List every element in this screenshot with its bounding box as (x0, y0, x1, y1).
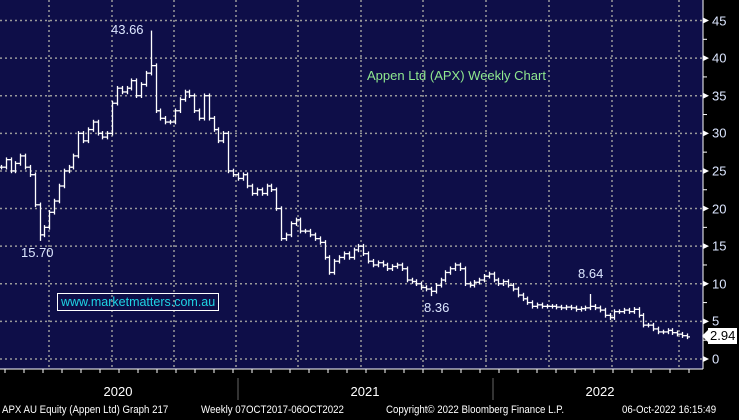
y-axis (0, 0, 709, 373)
tick-arrow (703, 17, 709, 24)
tick-arrow (703, 130, 709, 137)
footer-copyright: Copyright© 2022 Bloomberg Finance L.P. (386, 404, 565, 416)
annotation-low: 15.70 (21, 245, 54, 260)
tick-arrow (703, 55, 709, 62)
y-tick-label: 10 (712, 276, 727, 292)
footer-range: Weekly 07OCT2017-06OCT2022 (201, 404, 344, 416)
annotation-high: 8.64 (578, 266, 604, 281)
y-tick-label: 15 (712, 238, 727, 254)
tick-arrow (703, 318, 709, 325)
plot-area (0, 0, 703, 369)
y-tick-label: 20 (712, 201, 727, 217)
annotation-low: 8.36 (424, 300, 450, 315)
tick-arrow (703, 92, 709, 99)
tick-arrow (703, 280, 709, 287)
tick-arrow (703, 243, 709, 250)
y-tick-label: 5 (712, 313, 720, 329)
footer-security: APX AU Equity (Appen Ltd) Graph 217 (2, 404, 169, 416)
y-tick-label: 0 (712, 351, 720, 367)
y-tick-label: 45 (712, 13, 727, 28)
y-tick-label: 35 (712, 88, 727, 104)
last-price-tag: 2.94 (701, 328, 738, 344)
tick-arrow (703, 205, 709, 212)
grid (0, 0, 703, 369)
year-label: 2020 (103, 384, 133, 399)
y-tick-label: 25 (712, 163, 727, 179)
annotation-high: 43.66 (111, 22, 144, 37)
chart-title: Appen Ltd (APX) Weekly Chart (367, 68, 546, 83)
footer-timestamp: 06-Oct-2022 16:15:49 (622, 404, 717, 416)
watermark-link[interactable]: www.marketmatters.com.au (57, 293, 220, 311)
y-tick-label: 40 (712, 50, 727, 66)
tick-arrow (703, 356, 709, 362)
y-tick-label: 30 (712, 125, 727, 141)
price-bars (0, 30, 690, 340)
tick-arrow (703, 167, 709, 174)
year-label: 2022 (585, 384, 615, 399)
year-label: 2021 (350, 384, 380, 399)
